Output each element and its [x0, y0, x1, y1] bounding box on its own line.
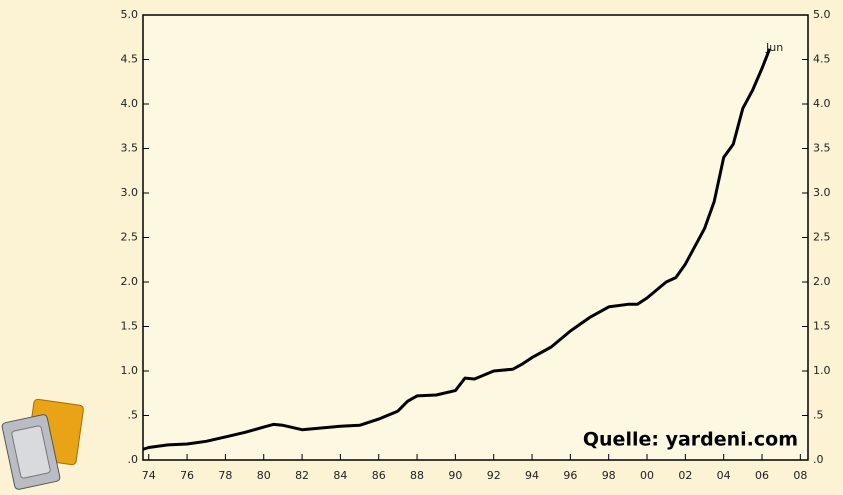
y2-tick-label: 3.0 — [813, 186, 831, 199]
source-note: Quelle: yardeni.com — [583, 429, 798, 451]
line — [142, 48, 772, 451]
x-tick-label: 00 — [640, 469, 654, 482]
y-tick-label: 3.5 — [121, 142, 139, 155]
y2-tick-label: .0 — [813, 453, 824, 466]
x-tick-label: 88 — [410, 469, 424, 482]
y2-tick-label: 4.0 — [813, 97, 831, 110]
y2-tick-label: .5 — [813, 409, 824, 422]
y-tick-label: 3.0 — [121, 186, 139, 199]
x-tick-label: 84 — [333, 469, 347, 482]
y2-tick-label: 3.5 — [813, 142, 831, 155]
x-tick-label: 98 — [602, 469, 616, 482]
x-tick-label: 02 — [678, 469, 692, 482]
x-tick-label: 82 — [295, 469, 309, 482]
x-tick-label: 86 — [372, 469, 386, 482]
y2-tick-label: 4.5 — [813, 53, 831, 66]
y2-tick-label: 2.0 — [813, 275, 831, 288]
x-tick-label: 90 — [448, 469, 462, 482]
x-tick-label: 76 — [180, 469, 194, 482]
y-tick-label: 2.0 — [121, 275, 139, 288]
plot-area — [142, 14, 809, 461]
x-tick-label: 08 — [793, 469, 807, 482]
gold-bars-icon — [1, 398, 84, 490]
x-tick-label: 96 — [563, 469, 577, 482]
x-tick-label: 04 — [717, 469, 731, 482]
x-tick-label: 94 — [525, 469, 539, 482]
y-tick-label: 5.0 — [121, 8, 139, 21]
x-tick-label: 06 — [755, 469, 769, 482]
x-tick-label: 78 — [218, 469, 232, 482]
y-tick-label: 4.5 — [121, 53, 139, 66]
x-tick-label: 80 — [257, 469, 271, 482]
y-tick-label: 4.0 — [121, 97, 139, 110]
y2-tick-label: 2.5 — [813, 231, 831, 244]
y2-tick-label: 5.0 — [813, 8, 831, 21]
y-tick-label: .0 — [128, 453, 139, 466]
y-tick-label: .5 — [128, 409, 139, 422]
y-tick-label: 1.0 — [121, 364, 139, 377]
x-tick-label: 92 — [487, 469, 501, 482]
y2-tick-label: 1.5 — [813, 320, 831, 333]
y-tick-label: 1.5 — [121, 320, 139, 333]
x-tick-label: 74 — [142, 469, 156, 482]
y2-tick-label: 1.0 — [813, 364, 831, 377]
y-tick-label: 2.5 — [121, 231, 139, 244]
